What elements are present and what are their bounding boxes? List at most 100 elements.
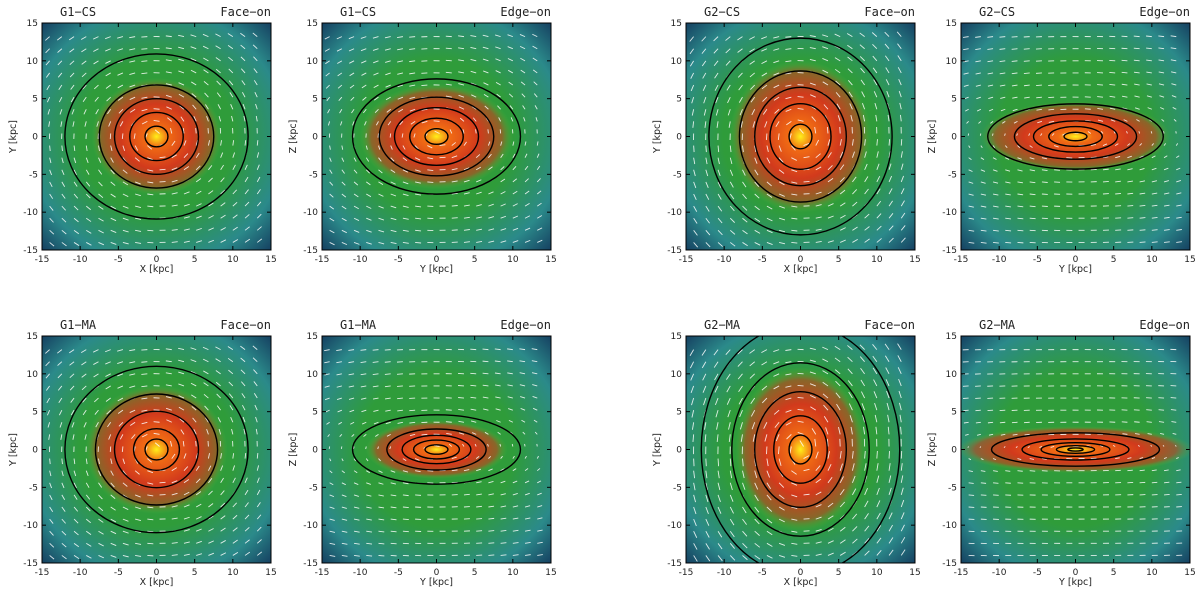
velocity-arrow	[778, 555, 786, 558]
velocity-arrow	[797, 432, 804, 435]
velocity-arrow	[993, 229, 999, 232]
velocity-arrow	[705, 494, 709, 503]
velocity-arrow	[353, 157, 357, 162]
velocity-arrow	[693, 157, 696, 165]
velocity-arrow	[483, 70, 489, 74]
velocity-arrow	[1016, 133, 1018, 136]
velocity-arrow	[1163, 481, 1170, 484]
velocity-arrow	[773, 48, 780, 51]
velocity-field	[962, 35, 1182, 244]
velocity-arrow	[215, 346, 221, 351]
velocity-arrow	[232, 239, 239, 243]
velocity-arrow	[470, 35, 477, 38]
velocity-arrow	[232, 189, 238, 195]
velocity-arrow	[458, 94, 465, 98]
velocity-arrow	[785, 36, 792, 38]
velocity-arrow	[329, 530, 336, 533]
velocity-arrow	[203, 370, 209, 375]
velocity-arrow	[519, 34, 526, 38]
velocity-arrow	[135, 241, 142, 244]
velocity-arrow	[336, 36, 343, 40]
velocity-arrow	[822, 34, 829, 38]
velocity-arrow	[215, 370, 221, 375]
velocity-arrow	[1150, 444, 1153, 447]
density-contour	[769, 103, 832, 170]
velocity-arrow	[195, 127, 197, 134]
velocity-arrow	[1122, 433, 1128, 435]
velocity-arrow	[809, 59, 816, 62]
velocity-arrow	[713, 36, 719, 42]
velocity-arrow	[141, 409, 148, 412]
velocity-arrow	[864, 176, 869, 183]
velocity-arrow	[1102, 143, 1108, 146]
velocity-arrow	[847, 56, 853, 62]
velocity-arrow	[49, 543, 55, 548]
velocity-arrow	[458, 83, 465, 86]
velocity-arrow	[353, 217, 360, 221]
velocity-arrow	[835, 92, 841, 98]
velocity-arrow	[61, 193, 66, 199]
velocity-arrow	[999, 36, 1006, 38]
velocity-arrow	[839, 164, 845, 171]
velocity-arrow	[864, 188, 869, 195]
velocity-arrow	[240, 44, 246, 50]
velocity-arrow	[531, 372, 538, 375]
velocity-arrow	[524, 492, 530, 496]
velocity-arrow	[766, 193, 773, 198]
velocity-arrow	[171, 179, 178, 183]
velocity-arrow	[1151, 204, 1158, 207]
velocity-arrow	[336, 48, 343, 52]
velocity-arrow	[766, 470, 771, 478]
velocity-arrow	[876, 525, 882, 532]
velocity-arrow	[980, 458, 984, 461]
velocity-arrow	[445, 71, 452, 74]
velocity-arrow	[72, 121, 75, 127]
velocity-arrow	[61, 157, 64, 164]
density-contour	[424, 127, 449, 146]
velocity-arrow	[888, 151, 891, 158]
velocity-arrow	[49, 242, 55, 247]
velocity-arrow	[980, 145, 983, 149]
velocity-arrow	[975, 84, 981, 87]
velocity-arrow	[848, 391, 853, 399]
velocity-arrow	[86, 217, 92, 222]
velocity-arrow	[705, 470, 708, 479]
velocity-arrow	[372, 373, 379, 376]
y-tick-label: 10	[307, 370, 319, 380]
velocity-arrow	[215, 57, 221, 62]
velocity-arrow	[1115, 192, 1122, 195]
velocity-arrow	[737, 48, 743, 53]
velocity-arrow	[244, 201, 250, 207]
x-tick-label: 10	[227, 568, 239, 578]
velocity-arrow	[875, 114, 878, 122]
velocity-arrow	[470, 396, 477, 399]
velocity-arrow	[899, 102, 902, 110]
y-tick-label: 5	[32, 95, 38, 105]
y-tick-label: -10	[23, 521, 38, 531]
velocity-arrow	[823, 404, 829, 411]
velocity-arrow	[717, 458, 720, 467]
velocity-arrow	[365, 458, 369, 462]
velocity-arrow	[737, 349, 743, 355]
density-contour	[132, 427, 181, 472]
velocity-arrow	[1122, 107, 1128, 110]
velocity-arrow	[171, 241, 178, 243]
velocity-arrow	[254, 91, 258, 98]
velocity-arrow	[122, 518, 129, 522]
velocity-arrow	[118, 108, 124, 114]
velocity-arrow	[887, 114, 890, 122]
velocity-arrow	[470, 420, 477, 423]
velocity-arrow	[992, 458, 997, 461]
velocity-arrow	[220, 453, 222, 459]
velocity-arrow	[373, 72, 379, 76]
y-tick-label: 15	[946, 332, 957, 342]
velocity-arrow	[751, 422, 756, 430]
velocity-arrow	[48, 434, 51, 440]
velocity-arrow	[835, 80, 841, 86]
velocity-arrow	[1028, 133, 1031, 136]
velocity-arrow	[134, 157, 140, 162]
velocity-arrow	[988, 96, 994, 99]
velocity-arrow	[231, 428, 234, 435]
velocity-arrow	[402, 157, 408, 162]
velocity-arrow	[897, 367, 902, 375]
